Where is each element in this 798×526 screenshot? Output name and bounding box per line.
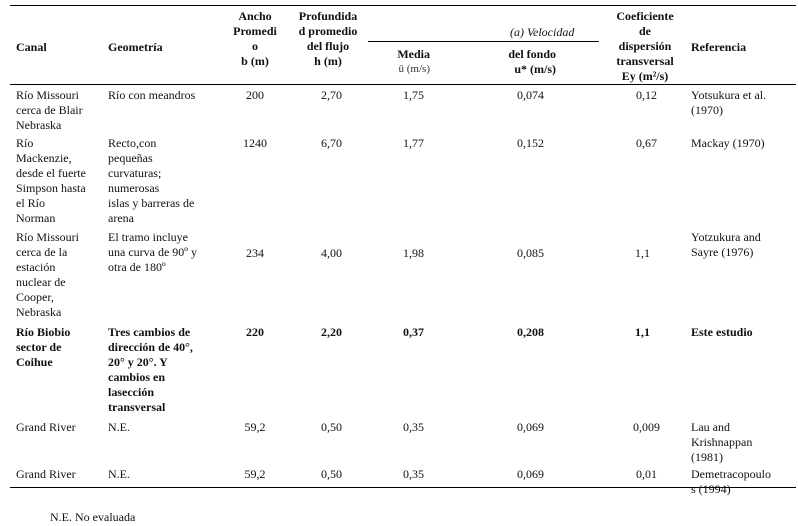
cell-ancho: 59,2 (244, 467, 266, 481)
cell-geometria: N.E. (108, 420, 130, 434)
cell-fondo: 0,069 (517, 467, 544, 481)
cell-profundidad: 0,50 (321, 420, 342, 434)
header-profundidad-line: del flujo (306, 39, 350, 53)
cell-canal: Grand River (16, 420, 76, 434)
cell-ancho: 200 (246, 88, 264, 102)
header-geometria: Geometría (108, 40, 163, 54)
cell-media: 1,77 (403, 136, 424, 150)
cell-fondo: 0,085 (517, 246, 544, 260)
footnote: N.E. No evaluada (50, 510, 136, 524)
header-profundidad-line: Profundida (298, 9, 358, 23)
cell-profundidad: 2,70 (321, 88, 342, 102)
table-top-rule (10, 5, 796, 6)
cell-fondo: 0,069 (517, 420, 544, 434)
cell-profundidad: 4,00 (321, 246, 342, 260)
cell-profundidad: 6,70 (321, 136, 342, 150)
header-fondo: del fondo (508, 47, 556, 61)
cell-referencia: Demetracopoulo s (1994) (691, 467, 771, 496)
header-media-unit: ū (m/s) (398, 63, 430, 75)
cell-referencia: Mackay (1970) (691, 136, 765, 150)
header-bottom-rule (10, 84, 796, 85)
cell-profundidad: 2,20 (321, 325, 342, 339)
header-ancho-line: b (m) (241, 54, 269, 68)
header-velocidad-group: (a) Velocidad (510, 25, 575, 39)
table-bottom-rule (10, 487, 796, 488)
cell-coef: 0,01 (636, 467, 657, 481)
cell-coef: 0,12 (636, 88, 657, 102)
cell-coef: 1,1 (635, 325, 650, 339)
cell-ancho: 1240 (243, 136, 267, 150)
cell-ancho: 220 (246, 325, 264, 339)
cell-canal: Río Biobio sector de Coihue (16, 325, 71, 369)
cell-fondo: 0,152 (517, 136, 544, 150)
header-coef-line: dispersión (618, 39, 672, 53)
cell-media: 0,37 (403, 325, 424, 339)
header-coef-symbol: Ey (m²/s) (621, 69, 669, 83)
cell-referencia: Lau and Krishnappan (1981) (691, 420, 753, 464)
cell-coef: 1,1 (635, 246, 650, 260)
cell-canal: Río Missouri cerca de Blair Nebraska (16, 88, 83, 132)
header-coef-line: de (639, 24, 651, 38)
cell-media: 1,75 (403, 88, 424, 102)
header-profundidad-line: h (m) (314, 54, 342, 68)
cell-coef: 0,67 (636, 136, 657, 150)
header-ancho-line: o (252, 39, 258, 53)
cell-fondo: 0,208 (517, 325, 544, 339)
cell-geometria: Recto,con pequeñas curvaturas; numerosas is… (108, 136, 195, 225)
cell-media: 1,98 (403, 246, 424, 260)
cell-canal: Río Mackenzie, desde el fuerte Simpson has… (16, 136, 86, 225)
header-ancho-line: Ancho (238, 9, 272, 23)
cell-geometria: N.E. (108, 467, 130, 481)
cell-media: 0,35 (403, 420, 424, 434)
header-fondo-unit: u* (m/s) (514, 62, 556, 76)
cell-coef: 0,009 (633, 420, 660, 434)
header-profundidad-line: d promedio (298, 24, 358, 38)
cell-canal: Grand River (16, 467, 76, 481)
cell-geometria: Río con meandros (108, 88, 196, 102)
cell-referencia: Yotsukura et al. (1970) (691, 88, 767, 117)
cell-referencia: Yotzukura and Sayre (1976) (691, 230, 761, 259)
cell-geometria: El tramo incluye una curva de 90º y otra d… (108, 230, 198, 274)
cell-ancho: 59,2 (244, 420, 266, 434)
header-ancho-line: Promedi (233, 24, 277, 38)
cell-ancho: 234 (246, 246, 264, 260)
velocity-group-rule (368, 41, 599, 42)
cell-fondo: 0,074 (517, 88, 544, 102)
cell-geometria: Tres cambios de dirección de 40°, 20° y 20… (108, 325, 193, 414)
header-media: Media (397, 47, 430, 61)
header-coef-line: Coeficiente (616, 9, 674, 23)
cell-canal: Río Missouri cerca de la estación nuclear … (16, 230, 80, 319)
cell-media: 0,35 (403, 467, 424, 481)
cell-referencia: Este estudio (691, 325, 753, 339)
cell-profundidad: 0,50 (321, 467, 342, 481)
header-referencia: Referencia (691, 40, 747, 54)
header-canal: Canal (16, 40, 47, 54)
header-coef-line: transversal (616, 54, 674, 68)
